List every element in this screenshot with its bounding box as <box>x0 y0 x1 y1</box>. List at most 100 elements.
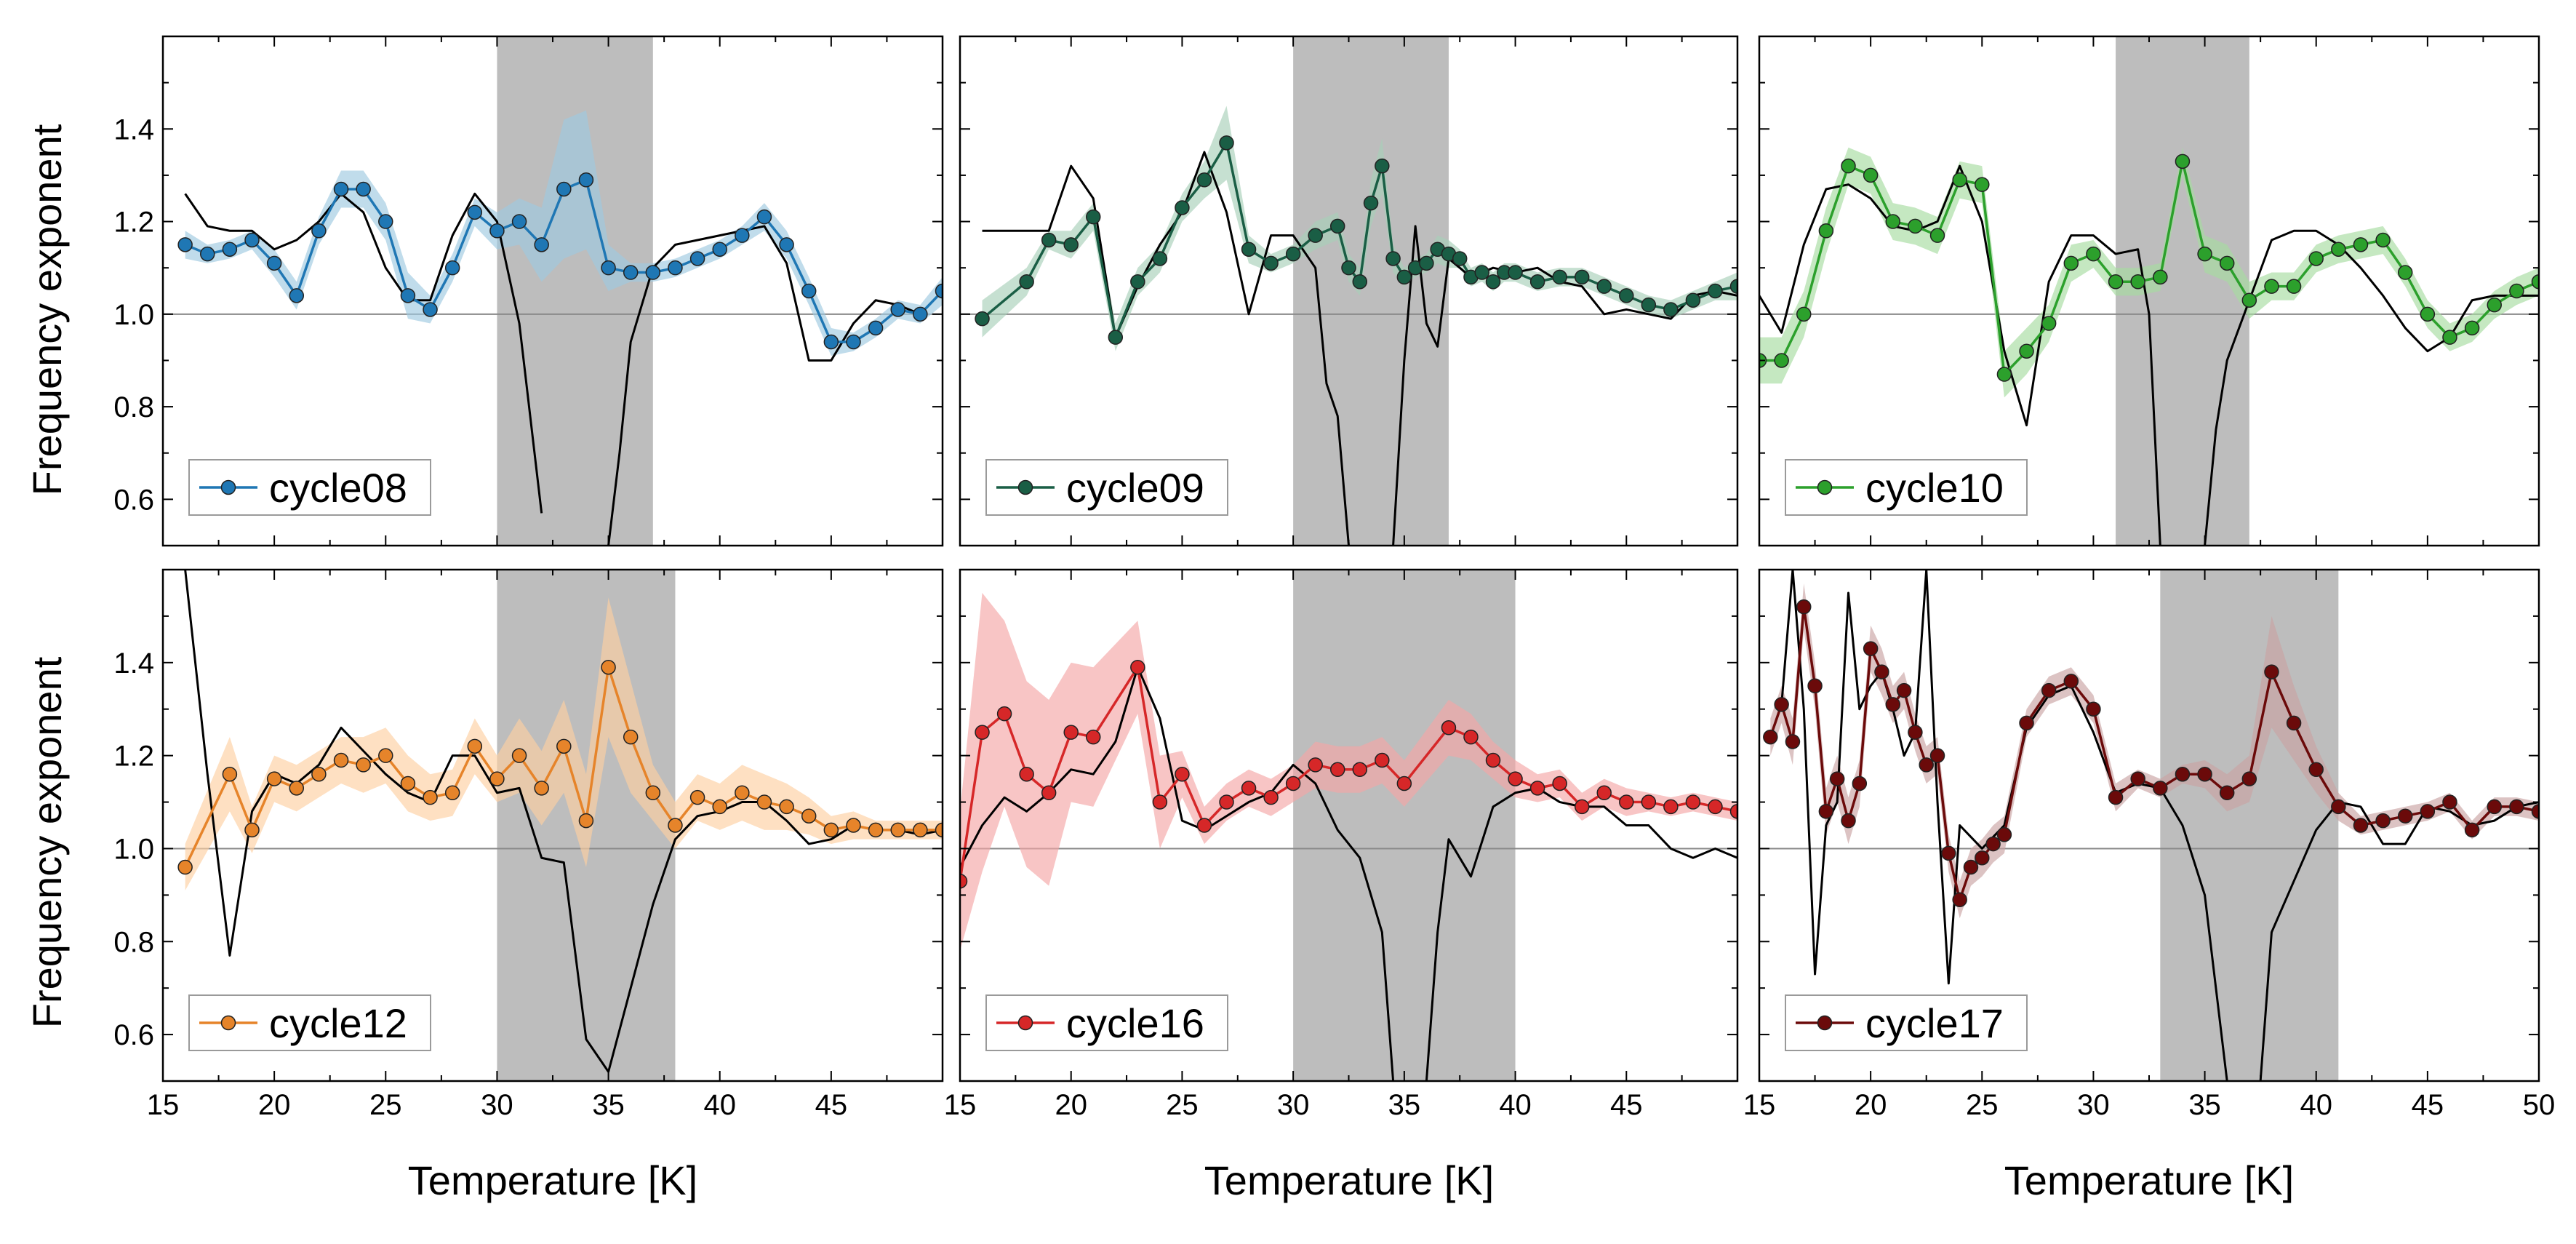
data-point <box>1818 804 1834 819</box>
data-point <box>1086 209 1101 225</box>
data-point <box>2331 242 2346 257</box>
legend-marker <box>220 1015 236 1031</box>
data-point <box>935 283 943 299</box>
data-point <box>1285 775 1301 792</box>
data-point <box>378 214 393 229</box>
y-tick-label: 1.0 <box>113 299 154 331</box>
data-point <box>423 302 438 317</box>
y-axis-label-bottom: Frequency exponent <box>24 656 70 1028</box>
reference-curve <box>184 192 543 514</box>
x-tick-label: 50 <box>2523 1089 2556 1121</box>
plot-area <box>163 36 943 546</box>
data-point <box>1152 794 1168 810</box>
data-point <box>1019 274 1034 290</box>
data-point <box>400 288 416 303</box>
data-point <box>1663 302 1679 317</box>
data-point <box>2487 799 2502 815</box>
data-point <box>1463 729 1479 745</box>
data-point <box>2464 822 2480 838</box>
data-point <box>2442 794 2457 810</box>
data-point <box>1908 218 1923 234</box>
data-point <box>2375 813 2391 829</box>
data-point <box>601 659 616 675</box>
plot-area <box>1759 570 2539 1081</box>
data-point <box>1396 269 1412 285</box>
data-point <box>289 781 305 796</box>
x-axis-label-right: Temperature [K] <box>2004 1157 2294 1203</box>
data-point <box>2197 246 2212 262</box>
data-point <box>996 706 1012 722</box>
data-point <box>1841 813 1856 829</box>
x-tick-label: 25 <box>1166 1089 1199 1121</box>
data-point <box>289 288 305 303</box>
legend-marker <box>1817 479 1833 495</box>
data-point <box>1619 794 1634 810</box>
data-point <box>1419 255 1434 271</box>
data-point <box>467 204 483 220</box>
data-point <box>1807 678 1823 694</box>
data-point <box>712 799 727 815</box>
data-point <box>1818 223 1834 239</box>
x-tick-label: 15 <box>944 1089 977 1121</box>
data-point <box>1729 279 1737 294</box>
data-point <box>1241 242 1257 257</box>
data-point <box>244 232 260 248</box>
data-point <box>2397 265 2413 280</box>
data-point <box>601 260 616 276</box>
data-point <box>975 725 990 740</box>
data-point <box>2397 808 2413 824</box>
series-line <box>184 666 943 868</box>
series-line <box>1769 606 2539 905</box>
data-point <box>1729 804 1737 819</box>
data-point <box>668 260 683 276</box>
x-tick-label: 30 <box>2077 1089 2110 1121</box>
data-point <box>1641 297 1657 313</box>
y-tick-label: 0.8 <box>113 926 154 958</box>
data-point <box>2041 682 2057 698</box>
data-point <box>1941 845 1956 861</box>
panel-cycle10: cycle10 <box>1758 35 2540 547</box>
legend: cycle12 <box>188 994 431 1051</box>
data-point <box>1763 729 1778 745</box>
data-point <box>1175 766 1190 782</box>
data-point <box>935 822 943 838</box>
legend-label: cycle09 <box>1066 465 1204 511</box>
data-point <box>1508 771 1523 786</box>
data-point <box>913 306 928 322</box>
data-point <box>1574 799 1590 815</box>
panel-cycle09: cycle09 <box>959 35 1739 547</box>
data-point <box>1885 697 1901 712</box>
plot-area <box>163 570 943 1081</box>
data-point <box>1908 725 1923 740</box>
legend-label: cycle17 <box>1865 1000 2004 1046</box>
data-point <box>1985 836 2001 852</box>
data-point <box>1874 664 1889 679</box>
shaded-region <box>2160 570 2339 1081</box>
data-point <box>1375 158 1390 174</box>
data-point <box>1796 306 1812 322</box>
data-point <box>2130 274 2145 290</box>
reference-curve <box>607 225 943 546</box>
y-tick-label: 1.4 <box>113 113 154 145</box>
data-point <box>1952 892 1967 908</box>
data-point <box>1396 775 1412 792</box>
data-point <box>1996 367 2012 382</box>
data-point <box>1152 251 1168 266</box>
legend: cycle17 <box>1785 994 2028 1051</box>
data-point <box>1929 748 1945 763</box>
legend: cycle10 <box>1785 459 2028 516</box>
data-point <box>1863 167 1879 183</box>
data-point <box>1130 274 1145 290</box>
data-point <box>2353 818 2369 833</box>
data-point <box>1663 799 1679 815</box>
reference-curve <box>982 151 1350 546</box>
data-point <box>846 334 861 350</box>
data-point <box>1385 251 1401 266</box>
data-point <box>2331 799 2346 815</box>
data-point <box>1708 283 1723 299</box>
data-point <box>756 794 772 810</box>
uncertainty-band <box>1759 147 2539 398</box>
data-point <box>1896 682 1912 698</box>
data-point <box>222 242 238 257</box>
x-tick-label: 30 <box>481 1089 513 1121</box>
